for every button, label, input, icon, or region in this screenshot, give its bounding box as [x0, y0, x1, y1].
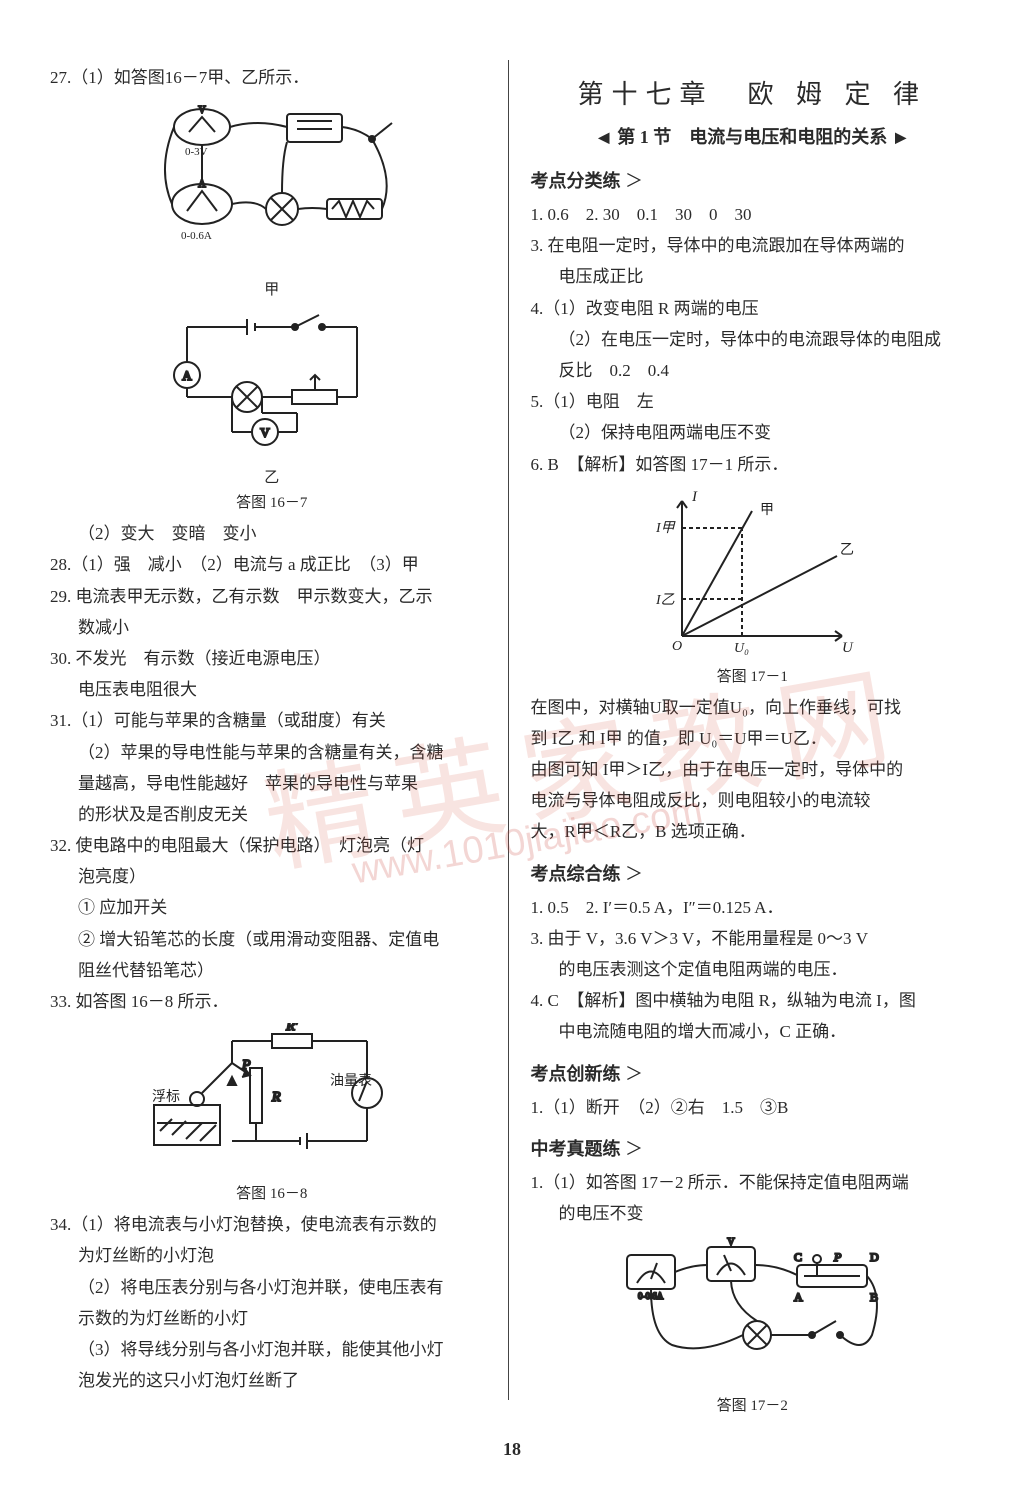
r1: 1. 0.6 2. 30 0.1 30 0 30 [531, 201, 975, 228]
svg-text:V: V [728, 1237, 736, 1248]
s3b: 的电压表测这个定值电阻两端的电压． [531, 956, 975, 983]
q31a: 31.（1）可能与苹果的含糖量（或甜度）有关 [50, 707, 494, 734]
svg-text:A: A [794, 1290, 803, 1304]
subhead-fenlei-bold: 练 [603, 171, 621, 191]
fig-16-7-jia-caption: 甲 [50, 278, 494, 299]
svg-text:V: V [198, 105, 206, 116]
q34a: 34.（1）将电流表与小灯泡替换，使电流表有示数的 [50, 1211, 494, 1238]
subhead-fenlei-text: 考点分类 [531, 171, 603, 191]
fig-16-7-yi-caption: 乙 [50, 466, 494, 487]
svg-text:U: U [842, 640, 854, 656]
svg-text:R: R [271, 1090, 281, 1105]
q31d: 的形状及是否削皮无关 [50, 801, 494, 828]
svg-text:甲: 甲 [760, 503, 774, 518]
svg-text:乙: 乙 [840, 542, 854, 558]
c1: 1.（1）断开 （2）②右 1.5 ③B [531, 1094, 975, 1121]
svg-text:I: I [691, 489, 698, 505]
section-title: 第 1 节 电流与电压和电阻的关系 [531, 123, 975, 149]
svg-text:U₀: U₀ [734, 641, 749, 656]
z1a: 1.（1）如答图 17－2 所示．不能保持定值电阻两端 [531, 1169, 975, 1196]
q27-head: 27.（1）如答图16－7甲、乙所示． [50, 64, 494, 91]
subhead-chuangxin: 考点创新练 [531, 1060, 644, 1086]
r6c: 到 I乙 和 I甲 的值，即 U₀＝U甲＝U乙． [531, 725, 975, 752]
page-number: 18 [0, 1439, 1024, 1460]
q34d: 示数的为灯丝断的小灯 [50, 1305, 494, 1332]
z1b: 的电压不变 [531, 1200, 975, 1227]
q30a: 30. 不发光 有示数（接近电源电压） [50, 645, 494, 672]
fig-17-2: 0-0.6A V C P D A B [531, 1235, 975, 1415]
triangle-right-icon [895, 126, 906, 147]
fig-16-8: R′ P [50, 1023, 494, 1203]
q33: 33. 如答图 16－8 所示． [50, 988, 494, 1015]
r4b: （2）在电压一定时，导体中的电流跟导体的电阻成 [531, 326, 975, 353]
q31c: 量越高，导电性能越好 苹果的导电性与苹果 [50, 770, 494, 797]
q34b: 为灯丝断的小灯泡 [50, 1242, 494, 1269]
fig-17-2-cap: 答图 17－2 [531, 1394, 975, 1415]
fig-16-8-youliang-label: 油量表 [330, 1073, 372, 1089]
chapter-title: 第十七章 欧 姆 定 律 [531, 74, 975, 111]
fig-16-7-yi: A V [50, 307, 494, 512]
svg-text:0-0.6A: 0-0.6A [181, 230, 212, 242]
r5a: 5.（1）电阻 左 [531, 388, 975, 415]
triangle-left-icon [598, 126, 609, 147]
s4b: 中电流随电阻的增大而减小，C 正确． [531, 1018, 975, 1045]
subhead-chuangxin-bold: 练 [603, 1064, 621, 1084]
fig-16-7-caption: 答图 16－7 [50, 491, 494, 512]
r4a: 4.（1）改变电阻 R 两端的电压 [531, 295, 975, 322]
svg-text:R′: R′ [285, 1023, 299, 1034]
fig-17-1: I 甲 乙 I甲 I乙 O U₀ U 答图 17－1 [531, 486, 975, 686]
r6: 6. B 【解析】如答图 17－1 所示． [531, 451, 975, 478]
subhead-zhenti-text: 中考真题 [531, 1139, 603, 1159]
r6d: 由图可知 I甲＞I乙，由于在电压一定时，导体中的 [531, 756, 975, 783]
r3b: 电压成正比 [531, 263, 975, 290]
q30b: 电压表电阻很大 [50, 676, 494, 703]
q27-2: （2）变大 变暗 变小 [50, 520, 494, 547]
svg-text:0-3V: 0-3V [185, 146, 208, 158]
fig-16-8-cap: 答图 16－8 [50, 1182, 494, 1203]
q32a: 32. 使电路中的电阻最大（保护电路） 灯泡亮（灯 [50, 832, 494, 859]
q34c: （2）将电压表分别与各小灯泡并联，使电压表有 [50, 1274, 494, 1301]
q32e: 阻丝代替铅笔芯） [50, 957, 494, 984]
q31b: （2）苹果的导电性能与苹果的含糖量有关，含糖 [50, 739, 494, 766]
q29a: 29. 电流表甲无示数，乙有示数 甲示数变大，乙示 [50, 583, 494, 610]
r4c: 反比 0.2 0.4 [531, 357, 975, 384]
svg-text:C: C [794, 1250, 802, 1264]
fig-17-1-cap: 答图 17－1 [531, 665, 975, 686]
q34f: 泡发光的这只小灯泡灯丝断了 [50, 1367, 494, 1394]
r3a: 3. 在电阻一定时，导体中的电流跟加在导体两端的 [531, 232, 975, 259]
r6b: 在图中，对横轴U取一定值U₀，向上作垂线，可找 [531, 694, 975, 721]
svg-text:P: P [833, 1250, 842, 1264]
svg-text:D: D [870, 1250, 879, 1264]
q32b: 泡亮度） [50, 863, 494, 890]
q29b: 数减小 [50, 614, 494, 641]
svg-text:A: A [182, 368, 192, 383]
q34e: （3）将导线分别与各小灯泡并联，能使其他小灯 [50, 1336, 494, 1363]
svg-text:V: V [260, 425, 270, 440]
fig-16-8-fubiao-label: 浮标 [152, 1089, 180, 1105]
s1: 1. 0.5 2. I′＝0.5 A，I″＝0.125 A． [531, 894, 975, 921]
s3a: 3. 由于 V，3.6 V＞3 V，不能用量程是 0～3 V [531, 925, 975, 952]
subhead-zhenti: 中考真题练 [531, 1135, 644, 1161]
r5b: （2）保持电阻两端电压不变 [531, 419, 975, 446]
svg-text:O: O [672, 639, 682, 654]
q28: 28.（1）强 减小 （2）电流与 a 成正比 （3）甲 [50, 551, 494, 578]
svg-text:I乙: I乙 [655, 593, 675, 608]
subhead-zonghe-text: 考点综合 [531, 864, 603, 884]
q32c: ① 应加开关 [50, 894, 494, 921]
subhead-zonghe-bold: 练 [603, 864, 621, 884]
subhead-chuangxin-text: 考点创新 [531, 1064, 603, 1084]
subhead-zhenti-bold: 练 [603, 1139, 621, 1159]
right-column: 第十七章 欧 姆 定 律 第 1 节 电流与电压和电阻的关系 考点分类练 1. … [527, 60, 975, 1400]
r6e: 电流与导体电阻成反比，则电阻较小的电流较 [531, 787, 975, 814]
r6f: 大，R甲＜R乙，B 选项正确． [531, 818, 975, 845]
svg-text:I甲: I甲 [655, 521, 676, 536]
fig-16-7-jia: V A [50, 99, 494, 299]
subhead-zonghe: 考点综合练 [531, 860, 644, 886]
subhead-fenlei: 考点分类练 [531, 167, 644, 193]
two-column-layout: 27.（1）如答图16－7甲、乙所示． V [50, 60, 974, 1400]
s4a: 4. C 【解析】图中横轴为电阻 R，纵轴为电流 I，图 [531, 987, 975, 1014]
q32d: ② 增大铅笔芯的长度（或用滑动变阻器、定值电 [50, 926, 494, 953]
left-column: 27.（1）如答图16－7甲、乙所示． V [50, 60, 509, 1400]
section-title-text: 第 1 节 电流与电压和电阻的关系 [617, 123, 887, 149]
